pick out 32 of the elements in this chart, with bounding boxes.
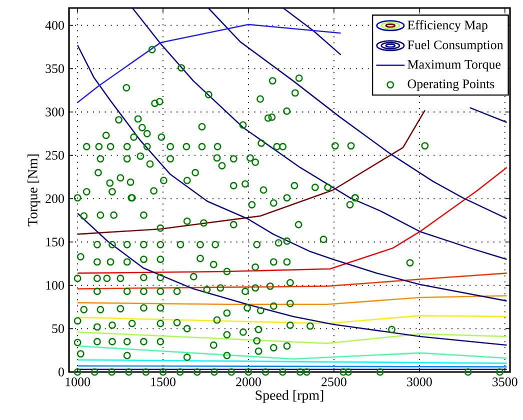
y-tick-label: 350: [46, 64, 64, 74]
y-tick-label: 0: [58, 368, 64, 376]
line-series: [76, 166, 508, 274]
line-series: [76, 110, 426, 235]
legend-label: Fuel Consumption: [408, 40, 504, 52]
line-series: [76, 272, 508, 290]
line-series: [76, 345, 508, 360]
y-tick-label: 150: [46, 238, 64, 246]
line-series: [76, 212, 508, 346]
legend-label: Maximum Torque: [408, 60, 501, 72]
y-tick-label: 50: [52, 324, 64, 334]
line-series: [76, 315, 508, 324]
x-tick-label: 2500: [322, 378, 346, 386]
line-series: [208, 7, 508, 220]
y-tick-label: 100: [46, 280, 64, 290]
line-series: [76, 24, 342, 104]
y-tick-label: 400: [45, 20, 64, 30]
x-tick-label: 2000: [236, 378, 261, 386]
line-series: [76, 331, 508, 344]
y-tick-label: 250: [46, 150, 64, 160]
x-axis-title: Speed [rpm]: [256, 390, 324, 403]
y-tick-label: 300: [46, 108, 64, 116]
legend-label: Efficiency Map: [408, 20, 488, 32]
x-tick-label: 1500: [151, 378, 176, 386]
line-series: [76, 295, 508, 306]
x-tick-label: 3500: [492, 378, 518, 386]
line-series: [132, 7, 508, 260]
x-tick-label: 1000: [66, 378, 90, 386]
y-axis-title: Torque [Nm]: [28, 154, 40, 226]
x-tick-label: 3000: [407, 378, 432, 386]
y-tick-label: 200: [46, 194, 64, 204]
legend-label: Operating Points: [408, 80, 494, 91]
